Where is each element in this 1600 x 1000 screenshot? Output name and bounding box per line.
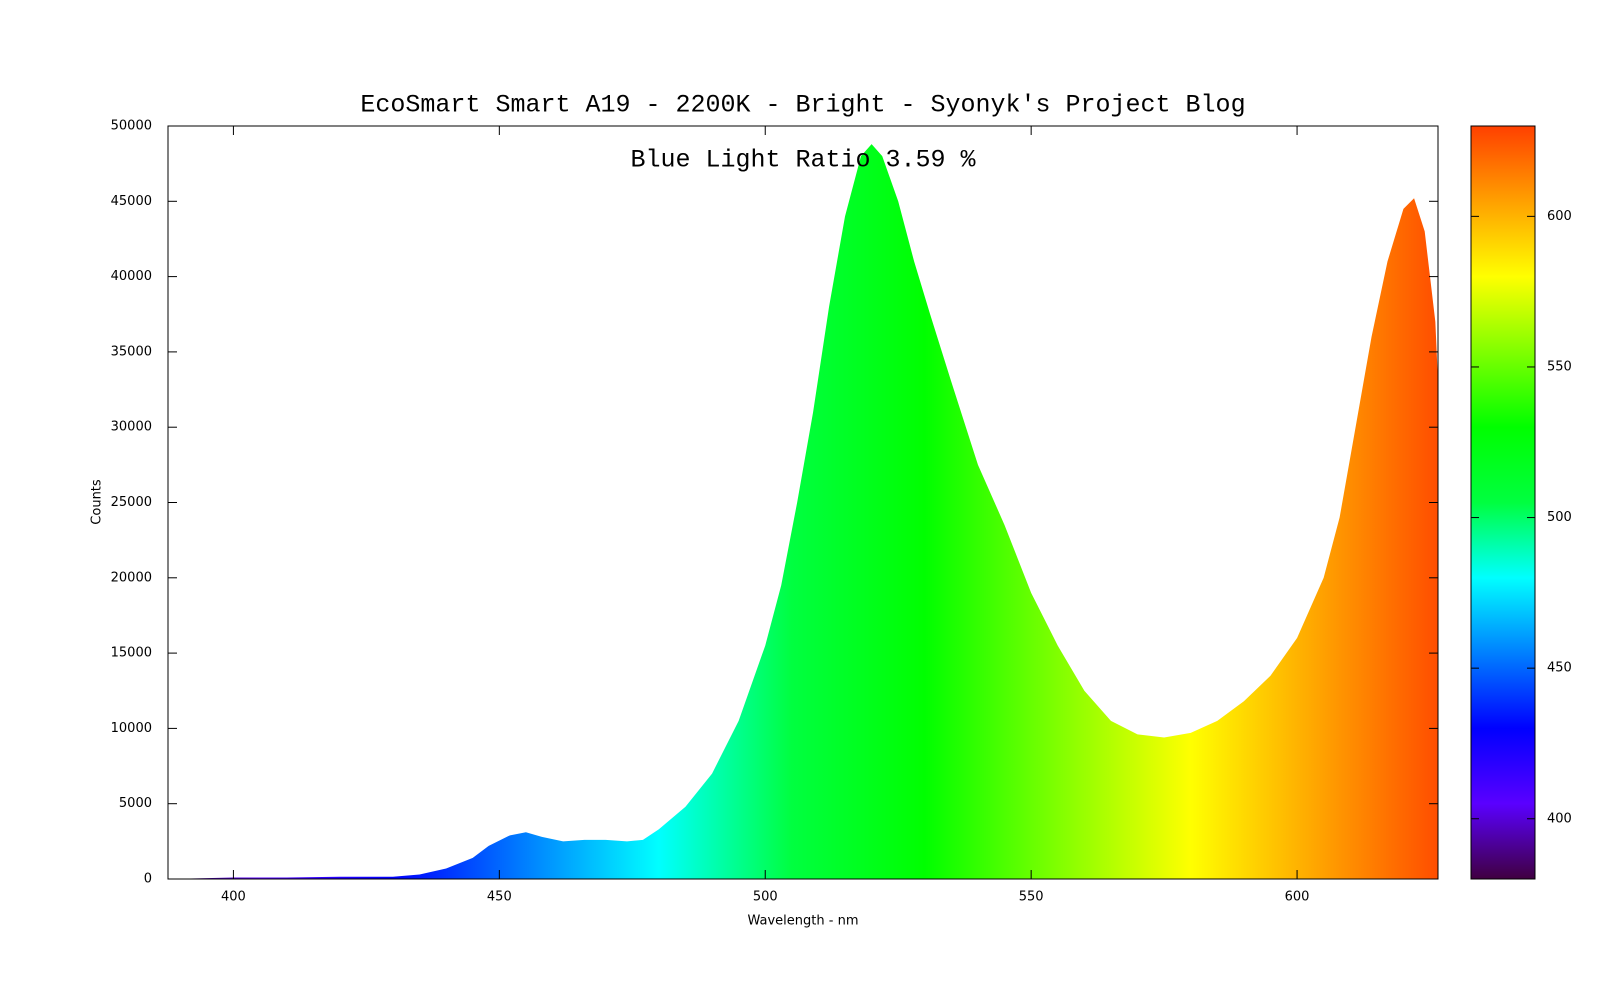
y-tick-label: 50000 bbox=[111, 119, 152, 134]
y-tick-label: 10000 bbox=[111, 721, 152, 736]
chart-title: EcoSmart Smart A19 - 2200K - Bright - Sy… bbox=[360, 91, 1245, 120]
y-tick-label: 5000 bbox=[119, 796, 152, 811]
colorbar-tick-label: 450 bbox=[1547, 661, 1572, 676]
y-tick-label: 15000 bbox=[111, 646, 152, 661]
x-tick-label: 550 bbox=[1019, 890, 1044, 905]
y-tick-label: 35000 bbox=[111, 344, 152, 359]
colorbar bbox=[1470, 125, 1536, 880]
y-tick-label: 40000 bbox=[111, 269, 152, 284]
spectrum-area bbox=[169, 144, 1438, 879]
colorbar-tick-label: 600 bbox=[1547, 209, 1572, 224]
y-tick-label: 30000 bbox=[111, 420, 152, 435]
y-tick-label: 25000 bbox=[111, 495, 152, 510]
annotation: Blue Light Ratio 3.59 % bbox=[630, 146, 976, 175]
y-tick-label: 45000 bbox=[111, 194, 152, 209]
x-tick-label: 600 bbox=[1285, 890, 1310, 905]
colorbar-tick-label: 400 bbox=[1547, 811, 1572, 826]
colorbar-tick-label: 500 bbox=[1547, 510, 1572, 525]
x-tick-label: 500 bbox=[753, 890, 778, 905]
y-tick-label: 20000 bbox=[111, 570, 152, 585]
x-axis-label: Wavelength - nm bbox=[748, 914, 859, 929]
y-tick-label: 0 bbox=[144, 872, 152, 887]
x-tick-label: 400 bbox=[221, 890, 246, 905]
y-axis-label: Counts bbox=[90, 479, 105, 525]
x-tick-label: 450 bbox=[487, 890, 512, 905]
colorbar-tick-label: 550 bbox=[1547, 359, 1572, 374]
